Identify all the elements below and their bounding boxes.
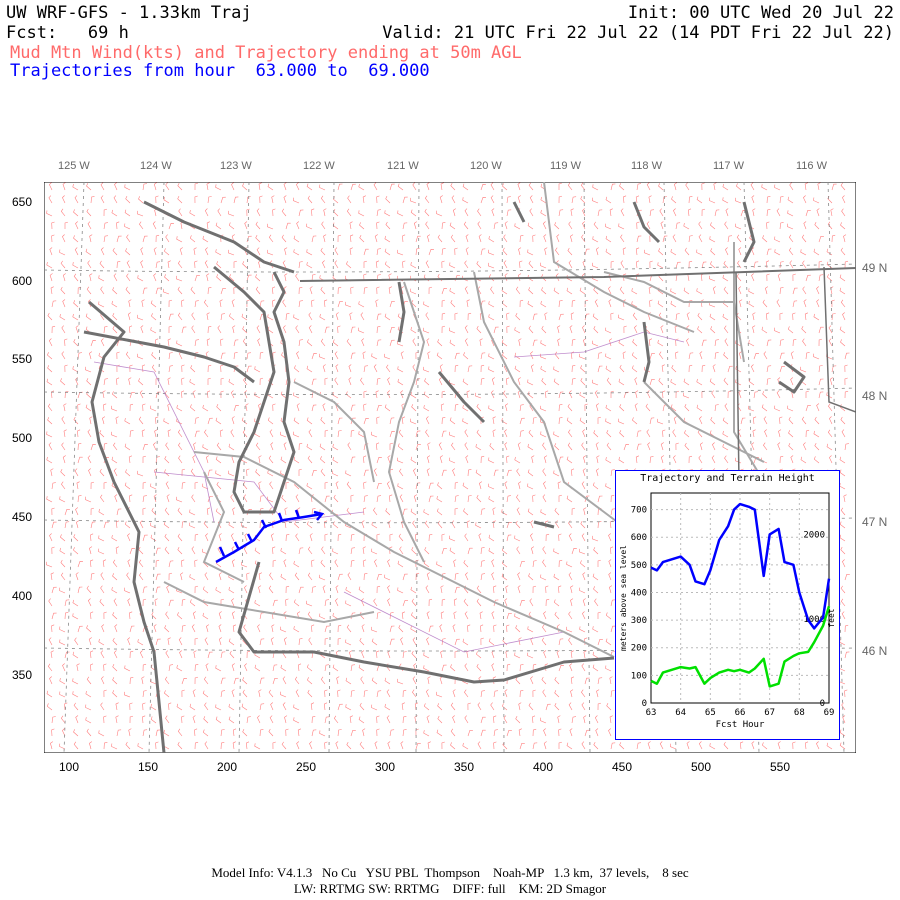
lon-label: 122 W	[303, 160, 335, 172]
lat-label: 48 N	[862, 389, 888, 403]
lon-label: 124 W	[140, 160, 172, 172]
x-tick-label: 450	[612, 760, 633, 774]
lat-label: 47 N	[862, 515, 888, 529]
inset-x-tick-label: 66	[735, 708, 746, 718]
y-tick-label: 500	[12, 431, 33, 445]
inset-y-tick-label: 100	[631, 671, 647, 681]
international-border	[299, 267, 856, 282]
inset-x-tick-label: 69	[824, 708, 835, 718]
y-tick-label: 450	[12, 510, 33, 524]
x-tick-label: 250	[296, 760, 317, 774]
inset-x-axis-label: Fcst Hour	[716, 720, 765, 730]
inset-y-tick-label: 700	[631, 506, 647, 516]
inset-y-tick-label: 400	[631, 588, 647, 598]
map-title: UW WRF-GFS - 1.33km Traj	[6, 3, 252, 23]
inset-title: Trajectory and Terrain Height	[640, 473, 815, 484]
y-tick-label: 350	[12, 668, 33, 682]
x-tick-label: 350	[454, 760, 475, 774]
model-info-line2: LW: RRTMG SW: RRTMG DIFF: full KM: 2D Sm…	[293, 881, 607, 896]
lat-label: 46 N	[862, 644, 888, 658]
state-border	[823, 266, 856, 413]
subtitle-trajectory: Trajectories from hour 63.000 to 69.000	[10, 61, 430, 81]
inset-y-right-tick-label: 1000	[803, 615, 825, 625]
x-tick-label: 200	[217, 760, 238, 774]
subtitle-wind: Mud Mtn Wind(kts) and Trajectory ending …	[10, 43, 522, 63]
inset-y-tick-label: 200	[631, 644, 647, 654]
inset-x-tick-label: 64	[675, 708, 686, 718]
lon-label: 117 W	[713, 160, 744, 172]
inset-x-tick-label: 65	[705, 708, 716, 718]
lat-label: 49 N	[862, 261, 888, 275]
y-tick-label: 600	[12, 274, 33, 288]
inset-y-right-tick-label: 2000	[803, 531, 825, 541]
inset-x-tick-label: 68	[794, 708, 805, 718]
lon-label: 123 W	[220, 160, 252, 172]
wind-barbs	[46, 182, 850, 750]
y-tick-label: 400	[12, 589, 33, 603]
lon-label: 118 W	[631, 160, 662, 172]
inset-y-tick-label: 500	[631, 561, 647, 571]
terrain-height-line	[650, 605, 831, 688]
x-tick-label: 100	[59, 760, 80, 774]
inset-y-right-axis-label: feet	[827, 608, 836, 627]
y-tick-label: 650	[12, 195, 33, 209]
trajectory-path	[215, 509, 325, 564]
lon-label: 119 W	[550, 160, 581, 172]
inset-x-tick-label: 63	[646, 708, 657, 718]
lon-label: 116 W	[796, 160, 827, 172]
inset-y-right-tick-label: 0	[820, 699, 825, 709]
inset-x-tick-label: 67	[764, 708, 775, 718]
coastline	[83, 200, 806, 753]
county-lines	[93, 331, 685, 653]
model-info-line1: Model Info: V4.1.3 No Cu YSU PBL Thompso…	[211, 865, 689, 880]
lon-label: 125 W	[58, 160, 90, 172]
inset-y-tick-label: 300	[631, 616, 647, 626]
wind-barbs-layer	[46, 182, 850, 750]
x-tick-label: 400	[533, 760, 554, 774]
forecast-hour: Fcst: 69 h	[6, 23, 129, 43]
inset-y-tick-label: 0	[642, 699, 647, 709]
x-tick-label: 500	[691, 760, 712, 774]
map-canvas	[44, 182, 856, 753]
trajectory-terrain-inset: Trajectory and Terrain Height 700 600 500 4…	[615, 470, 840, 740]
lon-label: 121 W	[387, 160, 419, 172]
x-tick-label: 150	[138, 760, 159, 774]
x-tick-label: 300	[375, 760, 396, 774]
inset-y-tick-label: 600	[631, 533, 647, 543]
valid-time: Valid: 21 UTC Fri 22 Jul 22 (14 PDT Fri …	[382, 23, 894, 43]
lon-label: 120 W	[470, 160, 502, 172]
state-border	[735, 271, 740, 483]
inset-y-axis-label: meters above sea level	[619, 545, 628, 651]
init-time: Init: 00 UTC Wed 20 Jul 22	[627, 3, 894, 23]
x-tick-label: 550	[770, 760, 791, 774]
y-tick-label: 550	[12, 352, 33, 366]
trajectory-height-line	[650, 502, 831, 630]
